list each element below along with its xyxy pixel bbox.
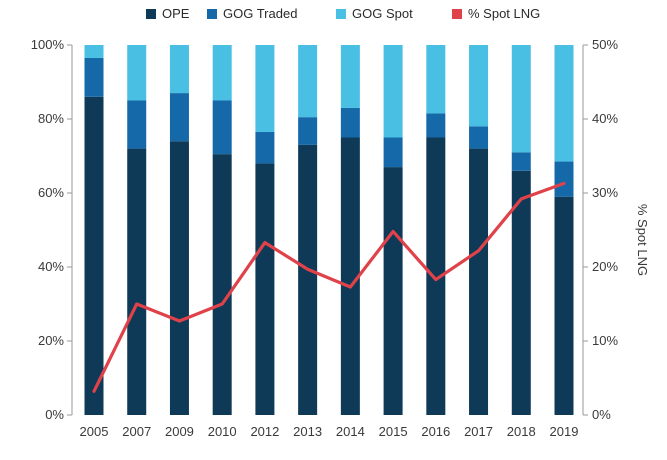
bar-ope-2005 bbox=[84, 96, 104, 416]
x-tick-label: 2018 bbox=[507, 424, 536, 439]
bar-gog-spot-2007 bbox=[127, 45, 147, 101]
bar-ope-2017 bbox=[469, 148, 489, 415]
line-layer bbox=[92, 181, 566, 393]
legend-label-ope: OPE bbox=[162, 6, 190, 21]
bar-gog-traded-2009 bbox=[169, 93, 189, 142]
bar-ope-2012 bbox=[255, 163, 275, 415]
x-tick-label: 2019 bbox=[550, 424, 579, 439]
right-axis-label: % Spot LNG bbox=[635, 204, 650, 276]
legend: OPE GOG Traded GOG Spot % Spot LNG bbox=[146, 6, 540, 21]
legend-swatch-gog-spot bbox=[336, 9, 346, 19]
bar-gog-traded-2014 bbox=[340, 107, 360, 138]
bar-ope-2013 bbox=[298, 144, 318, 415]
left-tick-label: 40% bbox=[38, 259, 64, 274]
bar-ope-2014 bbox=[340, 137, 360, 415]
legend-swatch--spot-lng bbox=[452, 9, 462, 19]
bar-gog-traded-2010 bbox=[212, 100, 232, 155]
bar-ope-2007 bbox=[127, 148, 147, 415]
x-tick-label: 2016 bbox=[421, 424, 450, 439]
right-tick-label: 0% bbox=[592, 407, 611, 422]
bar-gog-spot-2010 bbox=[212, 45, 232, 101]
right-tick-label: 20% bbox=[592, 259, 618, 274]
left-tick-label: 60% bbox=[38, 185, 64, 200]
legend-label--spot-lng: % Spot LNG bbox=[468, 6, 540, 21]
bar-ope-2019 bbox=[554, 196, 574, 415]
x-tick-label: 2010 bbox=[208, 424, 237, 439]
right-tick-label: 30% bbox=[592, 185, 618, 200]
x-tick-label: 2007 bbox=[122, 424, 151, 439]
bar-gog-spot-2018 bbox=[511, 45, 531, 153]
x-tick-label: 2017 bbox=[464, 424, 493, 439]
left-tick-label: 100% bbox=[31, 37, 65, 52]
bar-gog-spot-2016 bbox=[426, 45, 446, 114]
x-tick-label: 2005 bbox=[80, 424, 109, 439]
bar-gog-spot-2019 bbox=[554, 45, 574, 162]
left-tick-label: 0% bbox=[45, 407, 64, 422]
x-tick-label: 2014 bbox=[336, 424, 365, 439]
bar-ope-2015 bbox=[383, 167, 403, 415]
bars-layer bbox=[84, 45, 574, 416]
bar-gog-traded-2018 bbox=[511, 152, 531, 171]
left-tick-label: 20% bbox=[38, 333, 64, 348]
bar-gog-traded-2013 bbox=[298, 117, 318, 145]
bar-gog-traded-2012 bbox=[255, 131, 275, 164]
bar-gog-traded-2005 bbox=[84, 57, 104, 97]
bar-ope-2016 bbox=[426, 137, 446, 415]
x-tick-label: 2012 bbox=[250, 424, 279, 439]
x-tick-label: 2013 bbox=[293, 424, 322, 439]
bar-gog-spot-2017 bbox=[469, 45, 489, 127]
bar-gog-spot-2005 bbox=[84, 45, 104, 58]
right-tick-label: 40% bbox=[592, 111, 618, 126]
axes-layer: 0% 20% 40% 60% 80% 100% 0% 10% 20% 30% 40% 50% 2005 2… bbox=[31, 37, 619, 439]
bar-gog-spot-2009 bbox=[169, 45, 189, 94]
bar-ope-2010 bbox=[212, 154, 232, 415]
bar-gog-traded-2019 bbox=[554, 161, 574, 197]
bar-gog-spot-2012 bbox=[255, 45, 275, 132]
legend-swatch-gog-traded bbox=[207, 9, 217, 19]
bar-gog-traded-2015 bbox=[383, 137, 403, 168]
right-tick-label: 10% bbox=[592, 333, 618, 348]
right-tick-label: 50% bbox=[592, 37, 618, 52]
legend-swatch-ope bbox=[146, 9, 156, 19]
legend-label-gog-spot: GOG Spot bbox=[352, 6, 413, 21]
bar-gog-spot-2014 bbox=[340, 45, 360, 108]
bar-gog-traded-2007 bbox=[127, 100, 147, 149]
bar-ope-2009 bbox=[169, 141, 189, 415]
legend-label-gog-traded: GOG Traded bbox=[223, 6, 297, 21]
bar-ope-2018 bbox=[511, 170, 531, 415]
bar-gog-spot-2013 bbox=[298, 45, 318, 118]
x-tick-label: 2009 bbox=[165, 424, 194, 439]
line--spot-lng bbox=[92, 181, 566, 393]
bar-gog-traded-2017 bbox=[469, 126, 489, 149]
x-tick-label: 2015 bbox=[379, 424, 408, 439]
left-tick-label: 80% bbox=[38, 111, 64, 126]
bar-gog-spot-2015 bbox=[383, 45, 403, 138]
bar-gog-traded-2016 bbox=[426, 113, 446, 138]
